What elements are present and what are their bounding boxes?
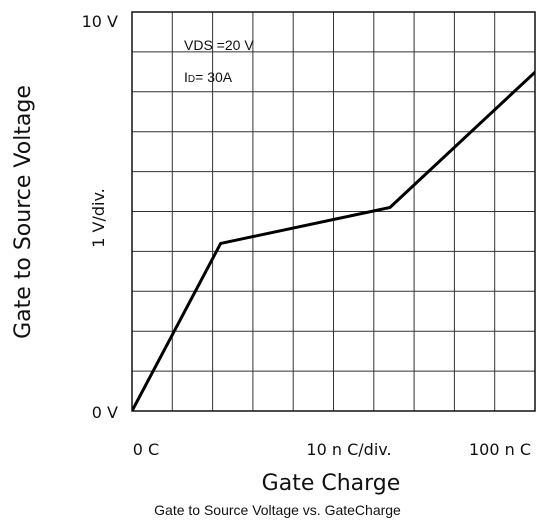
y-division-label: 1 V/div.	[89, 188, 108, 248]
x-axis-title: Gate Charge	[262, 471, 401, 496]
id-annotation-symbol: I	[184, 69, 188, 85]
series-line-0	[132, 70, 535, 411]
x-tick-label-left: 0 C	[133, 440, 159, 459]
grid	[132, 12, 535, 411]
y-tick-label-bottom: 0 V	[92, 403, 118, 422]
chart-caption: Gate to Source Voltage vs. GateCharge	[154, 502, 401, 518]
y-tick-label-top: 10 V	[82, 12, 118, 31]
x-tick-label-right: 100 n C	[469, 440, 531, 459]
x-division-label: 10 n C/div.	[306, 440, 391, 459]
plot-frame	[131, 11, 536, 412]
id-annotation-subscript: D	[188, 74, 195, 85]
series-group	[132, 70, 535, 411]
id-annotation-value: = 30A	[195, 69, 233, 85]
vds-annotation: VDS =20 V	[184, 37, 254, 53]
id-annotation: ID= 30A	[184, 69, 233, 85]
y-axis-title: Gate to Source Voltage	[11, 85, 36, 339]
